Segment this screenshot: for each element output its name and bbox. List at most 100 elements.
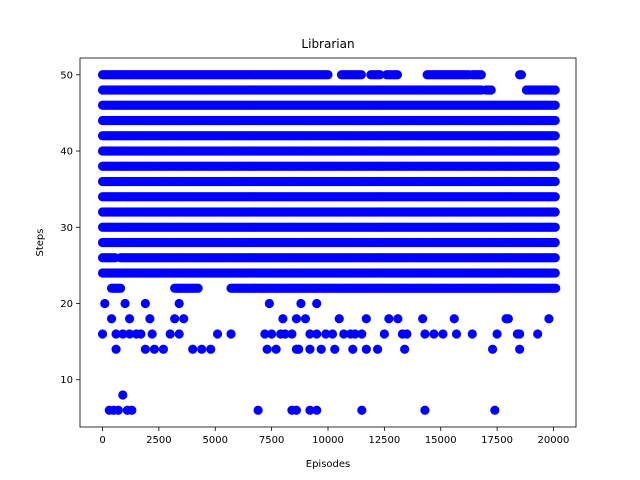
data-point bbox=[550, 176, 560, 187]
data-point bbox=[393, 314, 403, 324]
data-point bbox=[312, 329, 322, 339]
data-point bbox=[174, 298, 184, 309]
data-point bbox=[550, 115, 560, 126]
data-point bbox=[550, 222, 560, 232]
data-point bbox=[113, 405, 123, 415]
data-point bbox=[334, 314, 344, 324]
chart-title: Librarian bbox=[301, 37, 354, 51]
data-point bbox=[357, 329, 367, 339]
data-point bbox=[193, 283, 203, 293]
data-point bbox=[402, 329, 412, 339]
data-point bbox=[550, 268, 560, 278]
data-point bbox=[476, 70, 486, 80]
data-point bbox=[179, 314, 189, 324]
x-tick-label: 17500 bbox=[481, 435, 513, 446]
data-point bbox=[400, 344, 410, 354]
x-tick-label: 12500 bbox=[368, 435, 400, 446]
data-point bbox=[330, 344, 340, 354]
data-point bbox=[206, 344, 216, 354]
data-point bbox=[515, 329, 525, 339]
data-point bbox=[125, 314, 135, 324]
data-point bbox=[118, 329, 128, 339]
x-tick-label: 7500 bbox=[259, 435, 284, 446]
data-point bbox=[111, 329, 121, 339]
data-point bbox=[226, 329, 236, 339]
data-point bbox=[312, 298, 322, 309]
data-point bbox=[291, 405, 302, 415]
data-point bbox=[357, 405, 367, 415]
x-tick-label: 2500 bbox=[146, 435, 171, 446]
scatter-points bbox=[97, 70, 561, 415]
data-point bbox=[492, 329, 502, 339]
x-tick-label: 15000 bbox=[425, 435, 457, 446]
data-point bbox=[267, 329, 277, 339]
data-point bbox=[262, 344, 272, 354]
x-axis: 0 2500 5000 7500 10000 12500 15000 17500 20000 bbox=[99, 427, 569, 446]
data-point bbox=[418, 314, 428, 324]
data-point bbox=[300, 314, 311, 324]
x-tick-label: 5000 bbox=[203, 435, 228, 446]
data-point bbox=[550, 131, 560, 141]
data-point bbox=[127, 405, 137, 415]
data-point bbox=[550, 253, 560, 263]
data-point bbox=[291, 314, 302, 324]
y-tick-label: 10 bbox=[60, 375, 73, 386]
data-point bbox=[170, 314, 180, 324]
data-point bbox=[174, 329, 184, 339]
data-point bbox=[438, 329, 448, 339]
data-point bbox=[264, 298, 274, 309]
data-point bbox=[149, 344, 159, 354]
data-point bbox=[323, 70, 333, 80]
data-point bbox=[550, 100, 560, 110]
data-point bbox=[280, 329, 290, 339]
data-point bbox=[140, 344, 150, 354]
y-tick-label: 30 bbox=[60, 223, 73, 234]
data-point bbox=[486, 85, 496, 95]
data-point bbox=[356, 70, 366, 80]
data-point bbox=[294, 344, 304, 354]
data-point bbox=[140, 298, 150, 309]
data-point bbox=[451, 329, 462, 339]
y-axis: 10 20 30 40 50 bbox=[60, 70, 80, 386]
data-point bbox=[550, 85, 560, 95]
data-point bbox=[327, 329, 338, 339]
data-point bbox=[550, 146, 560, 156]
data-point bbox=[145, 314, 155, 324]
data-point bbox=[136, 329, 146, 339]
data-point bbox=[516, 70, 527, 80]
data-point bbox=[533, 329, 543, 339]
data-point bbox=[120, 298, 130, 309]
data-point bbox=[212, 329, 223, 339]
y-tick-label: 40 bbox=[60, 147, 73, 158]
data-point bbox=[449, 314, 459, 324]
data-point bbox=[97, 329, 108, 339]
data-point bbox=[361, 314, 371, 324]
data-point bbox=[260, 329, 270, 339]
x-tick-label: 10000 bbox=[312, 435, 344, 446]
data-point bbox=[551, 283, 561, 293]
x-axis-label: Episodes bbox=[306, 459, 350, 470]
data-point bbox=[312, 405, 322, 415]
data-point bbox=[147, 329, 157, 339]
data-point bbox=[158, 344, 169, 354]
data-point bbox=[350, 329, 360, 339]
data-point bbox=[544, 314, 554, 324]
data-point bbox=[316, 344, 326, 354]
data-point bbox=[305, 329, 315, 339]
data-point bbox=[111, 344, 121, 354]
data-point bbox=[125, 329, 135, 339]
data-point bbox=[287, 329, 297, 339]
x-tick-label: 0 bbox=[99, 435, 105, 446]
data-point bbox=[429, 329, 439, 339]
data-point bbox=[305, 405, 315, 415]
y-tick-label: 50 bbox=[60, 70, 73, 81]
data-point bbox=[271, 344, 281, 354]
data-point bbox=[106, 314, 117, 324]
y-axis-label: Steps bbox=[35, 229, 46, 257]
data-point bbox=[487, 344, 498, 354]
data-point bbox=[100, 298, 110, 309]
data-point bbox=[420, 405, 430, 415]
data-point bbox=[197, 344, 207, 354]
data-point bbox=[253, 405, 263, 415]
